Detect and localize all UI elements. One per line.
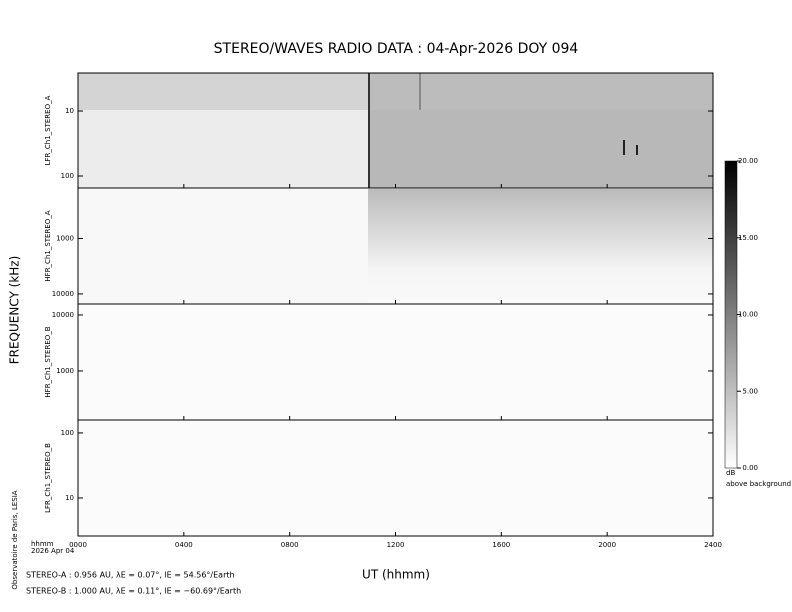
panel-label: HFR_Ch1_STEREO_B [44, 326, 52, 397]
y-tick-label: 1000 [56, 234, 74, 242]
x-tick-label: 2000 [598, 541, 616, 549]
x-tick-label: 0400 [175, 541, 193, 549]
colorbar-tick-label: 10.00 [738, 311, 758, 319]
colorbar-tick-label: 5.00 [742, 387, 758, 395]
y-tick-label: 100 [61, 429, 74, 437]
date: 2026 Apr 04 [31, 547, 75, 555]
colorbar-sublabel: above background [726, 480, 791, 488]
y-tick-label: 10 [65, 107, 74, 115]
colorbar-tick-label: 20.00 [738, 157, 758, 165]
x-tick-label: 1200 [387, 541, 405, 549]
y-tick-label: 10000 [52, 311, 74, 319]
x-tick-label: 0800 [281, 541, 299, 549]
y-axis-label: FREQUENCY (kHz) [8, 256, 22, 365]
spectrogram-image [78, 73, 713, 536]
y-tick-label: 1000 [56, 367, 74, 375]
ephemeris: STEREO-B : 1.000 AU, λE = 0.11°, lE = −6… [26, 587, 241, 596]
panel-label: HFR_Ch1_STEREO_A [44, 210, 52, 281]
colorbar-tick-label: 0.00 [742, 464, 758, 472]
y-tick-label: 10000 [52, 290, 74, 298]
colorbar-tick-label: 15.00 [738, 234, 758, 242]
x-axis-label: UT (hhmm) [362, 568, 430, 582]
credit: Observatoire de Paris, LESIA [11, 490, 19, 589]
y-tick-label: 100 [61, 172, 74, 180]
panel-label: LFR_Ch1_STEREO_B [44, 443, 52, 513]
y-tick-label: 10 [65, 494, 74, 502]
x-tick-label: 0000 [69, 541, 87, 549]
panel-label: LFR_Ch1_STEREO_A [44, 95, 52, 165]
time-unit: hhmm [31, 540, 54, 548]
x-tick-label: 1600 [492, 541, 510, 549]
colorbar-label: dB [726, 469, 735, 477]
ephemeris: STEREO-A : 0.956 AU, λE = 0.07°, lE = 54… [26, 571, 235, 580]
title: STEREO/WAVES RADIO DATA : 04-Apr-2026 DO… [214, 41, 579, 57]
colorbar [724, 160, 738, 469]
x-tick-label: 2400 [704, 541, 722, 549]
